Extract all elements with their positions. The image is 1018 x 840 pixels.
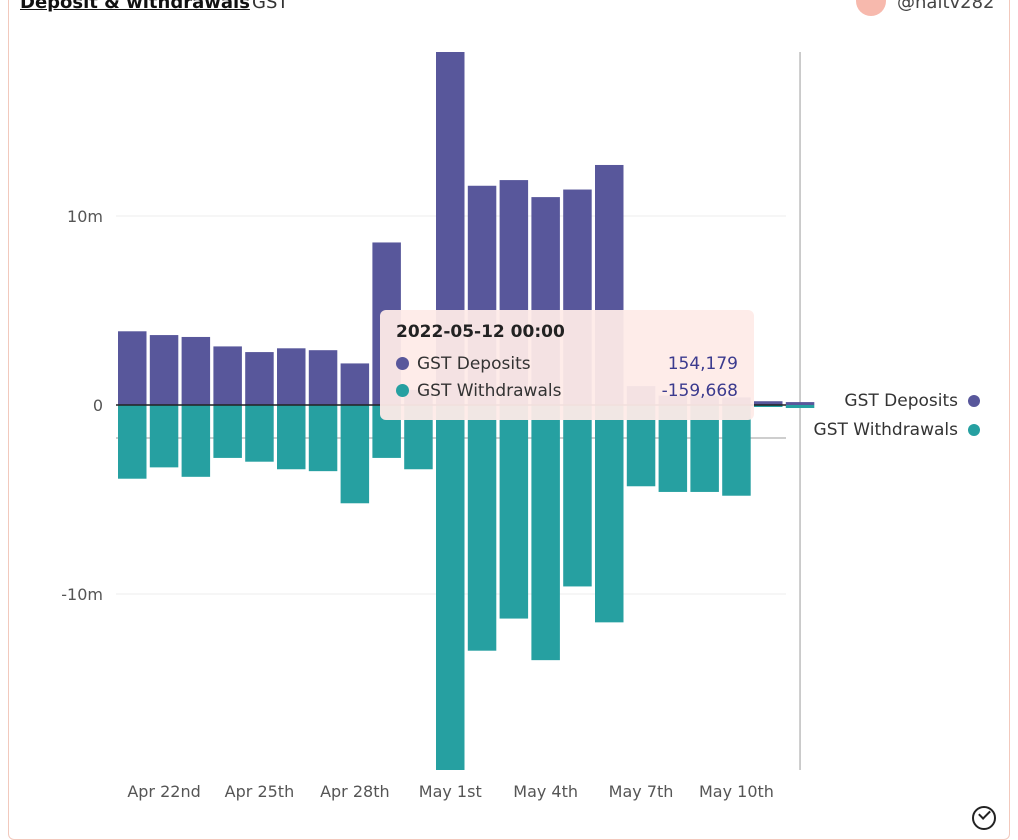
withdrawal-bar [213, 405, 242, 458]
x-tick-label: May 1st [419, 782, 482, 801]
withdrawal-bar [340, 405, 370, 504]
withdrawal-bar [754, 405, 783, 407]
withdrawal-bar [563, 405, 592, 587]
tooltip-row-withdrawals: GST Withdrawals -159,668 [396, 377, 738, 404]
withdrawal-bar [308, 405, 338, 472]
withdrawal-bar [722, 405, 751, 496]
withdrawal-bar [181, 405, 211, 477]
x-tick-label: Apr 25th [225, 782, 295, 801]
legend-item-withdrawals[interactable]: GST Withdrawals [814, 415, 980, 444]
visualization-name: GST [252, 0, 289, 13]
legend-label: GST Deposits [844, 390, 958, 411]
tooltip-series-name: GST Deposits [417, 353, 531, 374]
y-tick-label: 10m [67, 207, 103, 226]
legend-dot-icon [968, 423, 980, 436]
chart-legend: GST Deposits GST Withdrawals [814, 386, 980, 444]
tooltip-date: 2022-05-12 00:00 [396, 322, 565, 342]
withdrawals-dot-icon [396, 384, 409, 397]
deposit-bar [277, 348, 306, 405]
x-tick-label: Apr 22nd [127, 782, 200, 801]
withdrawal-bar [595, 405, 624, 623]
deposit-bar [785, 402, 815, 405]
withdrawal-bar [531, 405, 560, 661]
deposit-bar [308, 350, 338, 405]
y-tick-label: -10m [61, 585, 103, 604]
x-tick-label: Apr 28th [320, 782, 390, 801]
withdrawal-bar [245, 405, 274, 462]
tooltip-series-name: GST Withdrawals [417, 380, 562, 401]
x-tick-label: May 7th [609, 782, 674, 801]
withdrawal-bar [149, 405, 179, 468]
withdrawal-bar [467, 405, 497, 651]
x-tick-label: May 10th [699, 782, 774, 801]
tooltip-series-value: 154,179 [667, 353, 738, 374]
deposits-dot-icon [396, 357, 409, 370]
deposit-bar [149, 335, 179, 405]
legend-dot-icon [968, 394, 980, 407]
chart-tooltip: 2022-05-12 00:00 GST Deposits 154,179 GS… [380, 310, 754, 420]
x-axis-ticks: Apr 22nd Apr 25th Apr 28th May 1st May 4th Ma… [127, 782, 774, 801]
deposit-bar [340, 363, 370, 405]
username-link[interactable]: @haitv282 [897, 0, 995, 13]
withdrawal-bar [436, 405, 465, 770]
deposit-bar [245, 352, 274, 405]
y-axis-ticks: 10m 0 -10m [61, 207, 103, 604]
tooltip-row-deposits: GST Deposits 154,179 [396, 350, 738, 377]
legend-label: GST Withdrawals [813, 419, 958, 440]
avatar[interactable] [856, 0, 886, 16]
tooltip-series-value: -159,668 [661, 380, 738, 401]
withdrawal-bar [277, 405, 306, 470]
legend-item-deposits[interactable]: GST Deposits [814, 386, 980, 415]
deposit-bar [754, 401, 783, 405]
withdrawal-bar [785, 405, 815, 409]
withdrawal-bar [499, 405, 529, 619]
deposit-bar [213, 346, 242, 405]
x-tick-label: May 4th [513, 782, 578, 801]
deposit-bar [118, 331, 147, 405]
withdrawal-bar [118, 405, 147, 479]
y-tick-label: 0 [93, 396, 103, 415]
query-title-link[interactable]: Deposit & withdrawals [20, 0, 250, 13]
checkmark-icon[interactable] [972, 806, 996, 830]
deposit-bar [181, 336, 211, 405]
